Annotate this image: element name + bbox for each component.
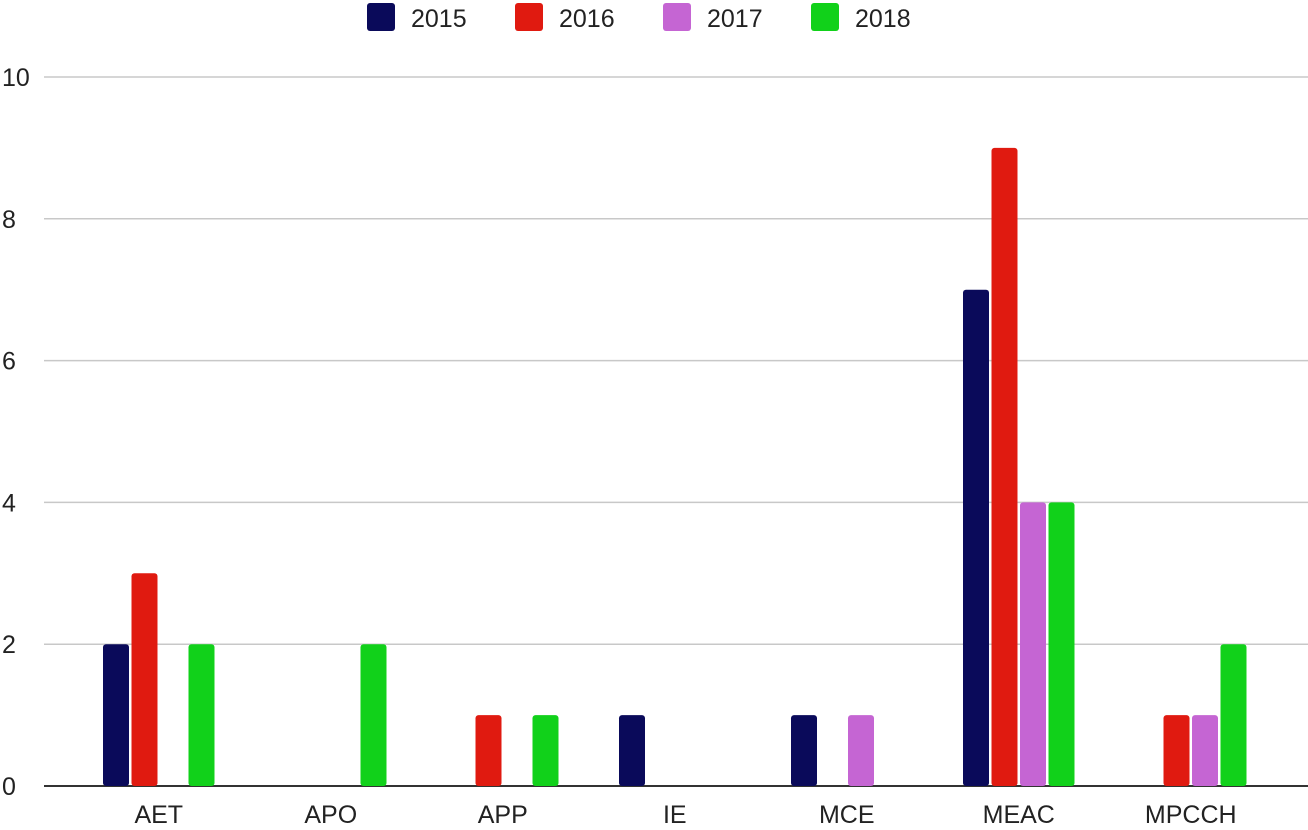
y-tick-label: 8 [2, 206, 16, 234]
bar-apo-2018 [360, 644, 387, 786]
x-tick-label: APO [304, 801, 357, 825]
legend-item-2017: 2017 [663, 3, 763, 33]
legend-item-2016: 2016 [515, 3, 615, 33]
bar-mpcch-2017 [1192, 715, 1218, 786]
x-tick-label: MCE [819, 801, 875, 825]
y-tick-label: 4 [2, 489, 16, 517]
bar-app-2016 [475, 715, 502, 786]
bar-app-2018 [532, 715, 559, 786]
bar-aet-2016 [131, 573, 158, 786]
legend-label: 2015 [411, 5, 467, 33]
bar-meac-2015 [963, 289, 989, 786]
y-tick-label: 6 [2, 348, 16, 376]
legend-swatch [811, 3, 839, 31]
bar-mce-2017 [848, 715, 874, 786]
x-axis-ticks: AET APO APP IE MCE MEAC MPCCH [134, 801, 1237, 829]
legend-label: 2018 [855, 5, 911, 33]
bar-meac-2017 [1020, 502, 1046, 786]
legend: 2015 2016 2017 2018 [367, 3, 911, 33]
bars [103, 147, 1247, 786]
legend-swatch [515, 3, 543, 31]
legend-swatch [367, 3, 395, 31]
bar-meac-2018 [1048, 502, 1075, 786]
bar-aet-2018 [188, 644, 215, 786]
bar-mpcch-2016 [1163, 715, 1190, 786]
y-tick-label: 2 [2, 631, 16, 659]
bar-aet-2015 [103, 644, 129, 786]
y-axis-ticks: 0 2 4 6 8 10 [2, 64, 30, 801]
x-tick-label: IE [663, 801, 687, 825]
legend-label: 2017 [707, 5, 763, 33]
bar-mpcch-2018 [1220, 644, 1247, 786]
bar-ie-2015 [619, 715, 645, 786]
legend-item-2018: 2018 [811, 3, 911, 33]
x-tick-label: MEAC [983, 801, 1055, 825]
bar-mce-2015 [791, 715, 817, 786]
y-tick-label: 0 [2, 773, 16, 801]
legend-swatch [663, 3, 691, 31]
x-tick-label: APP [478, 801, 528, 825]
legend-label: 2016 [559, 5, 615, 33]
legend-item-2015: 2015 [367, 3, 467, 33]
x-tick-label: AET [134, 801, 183, 825]
x-tick-label: MPCCH [1145, 801, 1237, 825]
y-tick-label: 10 [2, 64, 30, 92]
gridlines [44, 76, 1308, 787]
bar-meac-2016 [991, 147, 1018, 786]
